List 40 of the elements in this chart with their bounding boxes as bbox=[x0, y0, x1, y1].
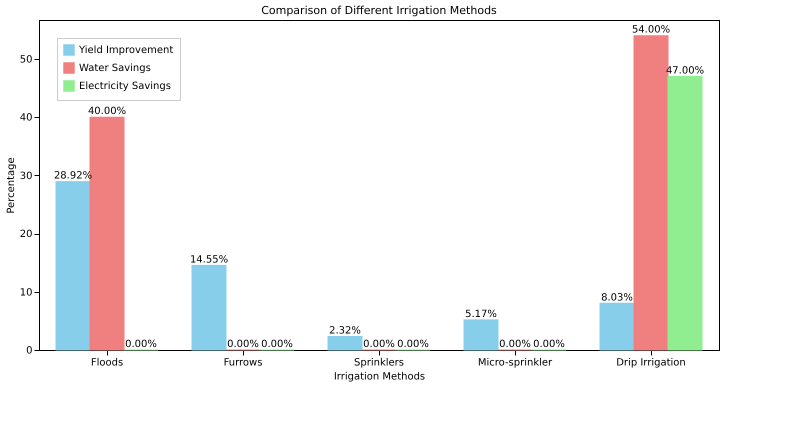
bar bbox=[464, 319, 498, 350]
data-label: 28.92% bbox=[54, 170, 92, 182]
y-tick-label: 0 bbox=[26, 346, 32, 356]
data-label: 40.00% bbox=[88, 106, 126, 118]
y-axis-title: Percentage bbox=[6, 157, 17, 214]
x-tick-label: Micro-sprinkler bbox=[478, 358, 554, 368]
data-label: 14.55% bbox=[190, 254, 228, 266]
y-tick-label: 10 bbox=[20, 287, 32, 298]
legend-label: Water Savings bbox=[79, 63, 151, 74]
legend-label: Electricity Savings bbox=[79, 81, 171, 92]
y-tick-label: 40 bbox=[20, 112, 32, 124]
bar bbox=[56, 181, 90, 350]
data-label: 47.00% bbox=[666, 65, 704, 76]
bar bbox=[192, 264, 226, 350]
legend-label: Yield Improvement bbox=[78, 45, 174, 56]
bar bbox=[668, 76, 702, 350]
x-tick-label: Drip Irrigation bbox=[616, 358, 686, 368]
bar bbox=[328, 336, 362, 350]
data-label: 54.00% bbox=[632, 24, 670, 36]
data-label: 0.00% bbox=[363, 339, 395, 350]
y-tick-label: 30 bbox=[20, 170, 32, 182]
chart-title: Comparison of Different Irrigation Methods bbox=[261, 4, 498, 17]
y-tick-label: 20 bbox=[20, 229, 32, 240]
x-tick-label: Sprinklers bbox=[354, 358, 404, 368]
data-label: 0.00% bbox=[533, 339, 565, 350]
data-label: 0.00% bbox=[227, 339, 259, 350]
data-label: 0.00% bbox=[261, 339, 293, 350]
data-label: 2.32% bbox=[329, 325, 361, 336]
x-axis-title: Irrigation Methods bbox=[334, 372, 426, 382]
bar bbox=[600, 302, 634, 350]
x-tick-label: Floods bbox=[90, 358, 124, 368]
data-label: 0.00% bbox=[125, 339, 157, 350]
y-tick-label: 50 bbox=[20, 54, 32, 66]
x-tick-label: Furrows bbox=[224, 358, 262, 368]
bar bbox=[90, 116, 124, 350]
data-label: 0.00% bbox=[397, 339, 429, 350]
data-label: 0.00% bbox=[499, 339, 531, 350]
bar bbox=[634, 35, 668, 350]
data-label: 5.17% bbox=[465, 308, 497, 320]
data-label: 8.03% bbox=[601, 292, 633, 304]
